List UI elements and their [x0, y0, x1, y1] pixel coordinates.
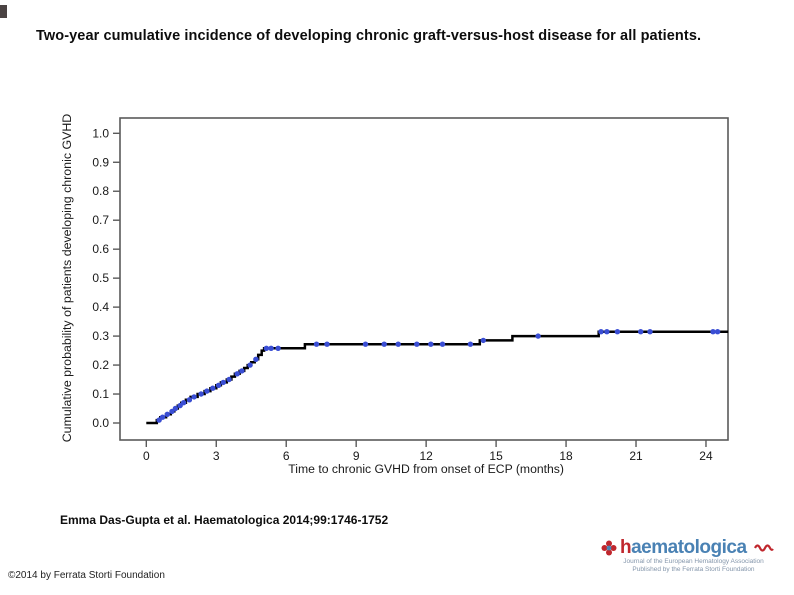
chart-figure: 0.0 0.1 0.2 0.3 0.4 0.5 0.6 0.7 0.8 0.9 1.0 0 3 6 9 12 1…	[55, 95, 745, 485]
flower-icon	[601, 540, 617, 555]
svg-text:24: 24	[699, 449, 713, 463]
svg-text:9: 9	[353, 449, 360, 463]
citation: Emma Das-Gupta et al. Haematologica 2014…	[60, 513, 389, 527]
svg-text:0.8: 0.8	[92, 184, 109, 198]
svg-text:0: 0	[143, 449, 150, 463]
svg-text:6: 6	[283, 449, 290, 463]
svg-text:0.7: 0.7	[92, 213, 109, 227]
red-ribbon-icon	[753, 543, 774, 552]
copyright-notice: ©2014 by Ferrata Storti Foundation	[8, 570, 165, 581]
y-axis-label: Cumulative probability of patients devel…	[60, 114, 74, 443]
svg-text:15: 15	[489, 449, 503, 463]
svg-text:12: 12	[419, 449, 433, 463]
svg-text:0.2: 0.2	[92, 358, 109, 372]
logo-wordmark: haematologica	[620, 538, 747, 557]
logo-rest: aematologica	[631, 537, 747, 558]
corner-mark	[0, 5, 7, 18]
svg-text:0.5: 0.5	[92, 271, 109, 285]
svg-text:0.9: 0.9	[92, 155, 109, 169]
svg-text:21: 21	[629, 449, 643, 463]
logo-row: haematologica	[601, 538, 786, 557]
plot-frame	[119, 117, 729, 441]
logo-subtitle-line1: Journal of the European Hematology Assoc…	[623, 558, 764, 565]
x-axis-label: Time to chronic GVHD from onset of ECP (…	[288, 462, 564, 476]
cumulative-incidence-chart: 0.0 0.1 0.2 0.3 0.4 0.5 0.6 0.7 0.8 0.9 1.0 0 3 6 9 12 1…	[60, 114, 729, 476]
svg-text:0.4: 0.4	[92, 300, 109, 314]
svg-text:3: 3	[213, 449, 220, 463]
logo-subtitle: Journal of the European Hematology Assoc…	[601, 558, 786, 575]
logo-subtitle-line2: Published by the Ferrata Storti Foundati…	[632, 566, 755, 574]
y-axis: 0.0 0.1 0.2 0.3 0.4 0.5 0.6 0.7 0.8 0.9 1.0	[92, 126, 120, 430]
page-title: Two-year cumulative incidence of develop…	[36, 28, 702, 44]
svg-text:1.0: 1.0	[92, 126, 109, 140]
km-step-curve	[146, 330, 729, 425]
x-axis: 0 3 6 9 12 15 18 21 24	[143, 440, 713, 463]
svg-text:18: 18	[559, 449, 573, 463]
svg-text:0.3: 0.3	[92, 329, 109, 343]
svg-text:0.0: 0.0	[92, 416, 109, 430]
logo-initial: h	[620, 537, 632, 558]
censor-marks	[156, 329, 721, 423]
svg-text:0.1: 0.1	[92, 387, 109, 401]
svg-text:0.6: 0.6	[92, 242, 109, 256]
haematologica-logo: haematologica Journal of the European He…	[601, 538, 786, 575]
